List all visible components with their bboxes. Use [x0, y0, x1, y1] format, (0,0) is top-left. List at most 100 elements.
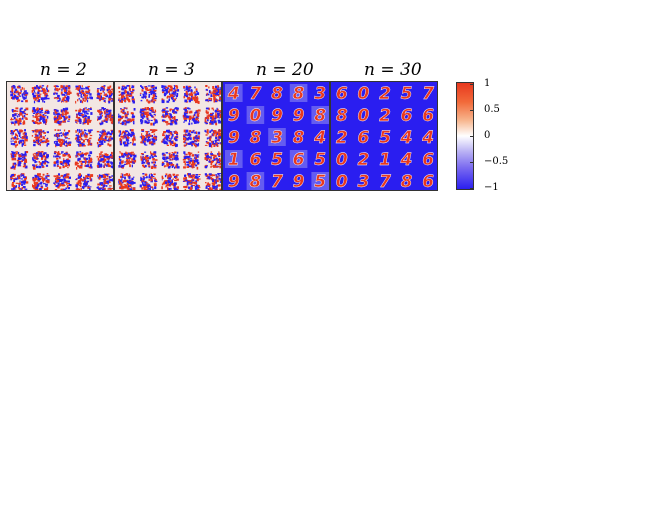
noise-pixel — [186, 180, 190, 182]
noise-pixel — [57, 143, 61, 146]
noise-pixel — [36, 86, 40, 89]
noise-pixel — [214, 180, 217, 183]
noise-pixel — [188, 173, 191, 177]
noise-pixel — [78, 176, 81, 179]
noise-pixel — [47, 140, 50, 142]
noise-pixel — [63, 100, 65, 103]
noise-pixel — [15, 121, 17, 124]
noise-pixel — [119, 182, 122, 185]
image-grid-n2 — [6, 81, 114, 191]
noise-pixel — [212, 91, 214, 93]
noise-pixel — [122, 180, 125, 183]
noise-pixel — [142, 156, 144, 158]
noise-pixel — [12, 85, 16, 89]
noise-pixel — [16, 141, 18, 144]
noise-pixel — [124, 113, 127, 115]
noise-pixel — [124, 90, 127, 94]
noise-pixel — [63, 188, 66, 190]
noise-pixel — [210, 162, 213, 166]
noise-pixel — [161, 98, 163, 101]
noise-pixel — [195, 175, 198, 179]
noise-pixel — [34, 121, 37, 123]
noise-pixel — [152, 129, 156, 133]
noise-pixel — [78, 86, 80, 90]
noise-pixel — [212, 89, 215, 93]
noise-pixel — [17, 94, 19, 96]
noise-pixel — [57, 139, 60, 142]
noise-pixel — [205, 93, 208, 96]
noise-pixel — [34, 136, 37, 138]
noise-pixel — [185, 153, 188, 156]
noise-pixel — [132, 140, 134, 143]
noise-pixel — [163, 116, 165, 118]
noise-pixel — [120, 100, 122, 102]
noise-pixel — [12, 162, 15, 166]
noise-pixel — [208, 173, 212, 176]
noise-pixel — [127, 94, 131, 97]
noise-pixel — [14, 113, 17, 116]
noise-pixel — [42, 91, 46, 94]
noise-pixel — [140, 179, 142, 182]
noise-pixel — [77, 99, 79, 102]
noise-pixel — [81, 91, 85, 95]
noise-pixel — [205, 99, 209, 102]
noise-pixel — [169, 108, 172, 112]
noise-pixel — [189, 162, 191, 165]
noise-pixel — [65, 107, 69, 111]
noise-pixel — [100, 90, 102, 92]
noise-pixel — [151, 143, 154, 146]
noise-pixel — [101, 121, 104, 125]
noise-pixel — [169, 141, 172, 144]
noise-pixel — [189, 159, 193, 162]
noise-pixel — [167, 157, 170, 159]
noise-pixel — [43, 183, 46, 185]
noise-pixel — [109, 132, 112, 136]
noise-pixel — [169, 108, 173, 110]
noise-pixel — [183, 151, 186, 154]
noise-pixel — [79, 122, 82, 124]
noise-pixel — [55, 160, 59, 164]
noise-pixel — [87, 96, 89, 100]
noise-pixel — [193, 174, 196, 177]
noise-pixel — [215, 136, 218, 140]
noise-pixel — [44, 111, 47, 113]
noise-pixel — [65, 134, 69, 136]
noise-pixel — [126, 134, 130, 136]
noise-pixel — [25, 118, 28, 120]
noise-pixel — [191, 98, 193, 101]
noise-pixel — [25, 151, 29, 154]
noise-pixel — [109, 109, 112, 112]
noise-pixel — [23, 163, 26, 167]
noise-pixel — [214, 188, 217, 190]
noise-pixel — [183, 121, 185, 123]
noise-pixel — [193, 143, 196, 147]
noise-pixel — [184, 155, 188, 158]
noise-pixel — [46, 177, 48, 179]
noise-pixel — [38, 183, 40, 185]
noise-pixel — [82, 90, 84, 92]
noise-pixel — [155, 183, 157, 186]
noise-pixel — [118, 97, 120, 100]
noise-pixel — [211, 160, 214, 163]
noise-pixel — [215, 90, 218, 92]
colorbar-tick-label: 0 — [484, 130, 491, 141]
noise-pixel — [131, 177, 134, 181]
noise-pixel — [46, 87, 48, 90]
noise-pixel — [111, 151, 113, 155]
noise-pixel — [149, 184, 151, 187]
noise-pixel — [197, 101, 200, 104]
noise-pixel — [194, 114, 197, 116]
noise-pixel — [45, 93, 48, 97]
noise-pixel — [169, 158, 172, 161]
noise-pixel — [21, 118, 24, 120]
noise-pixel — [161, 186, 163, 190]
noise-pixel — [176, 93, 179, 96]
noise-pixel — [87, 144, 89, 146]
noise-pixel — [132, 120, 135, 123]
noise-pixel — [67, 166, 69, 169]
noise-pixel — [147, 165, 151, 167]
noise-pixel — [166, 87, 169, 90]
noise-pixel — [186, 107, 190, 109]
noise-pixel — [165, 174, 168, 176]
noise-pixel — [13, 153, 16, 156]
